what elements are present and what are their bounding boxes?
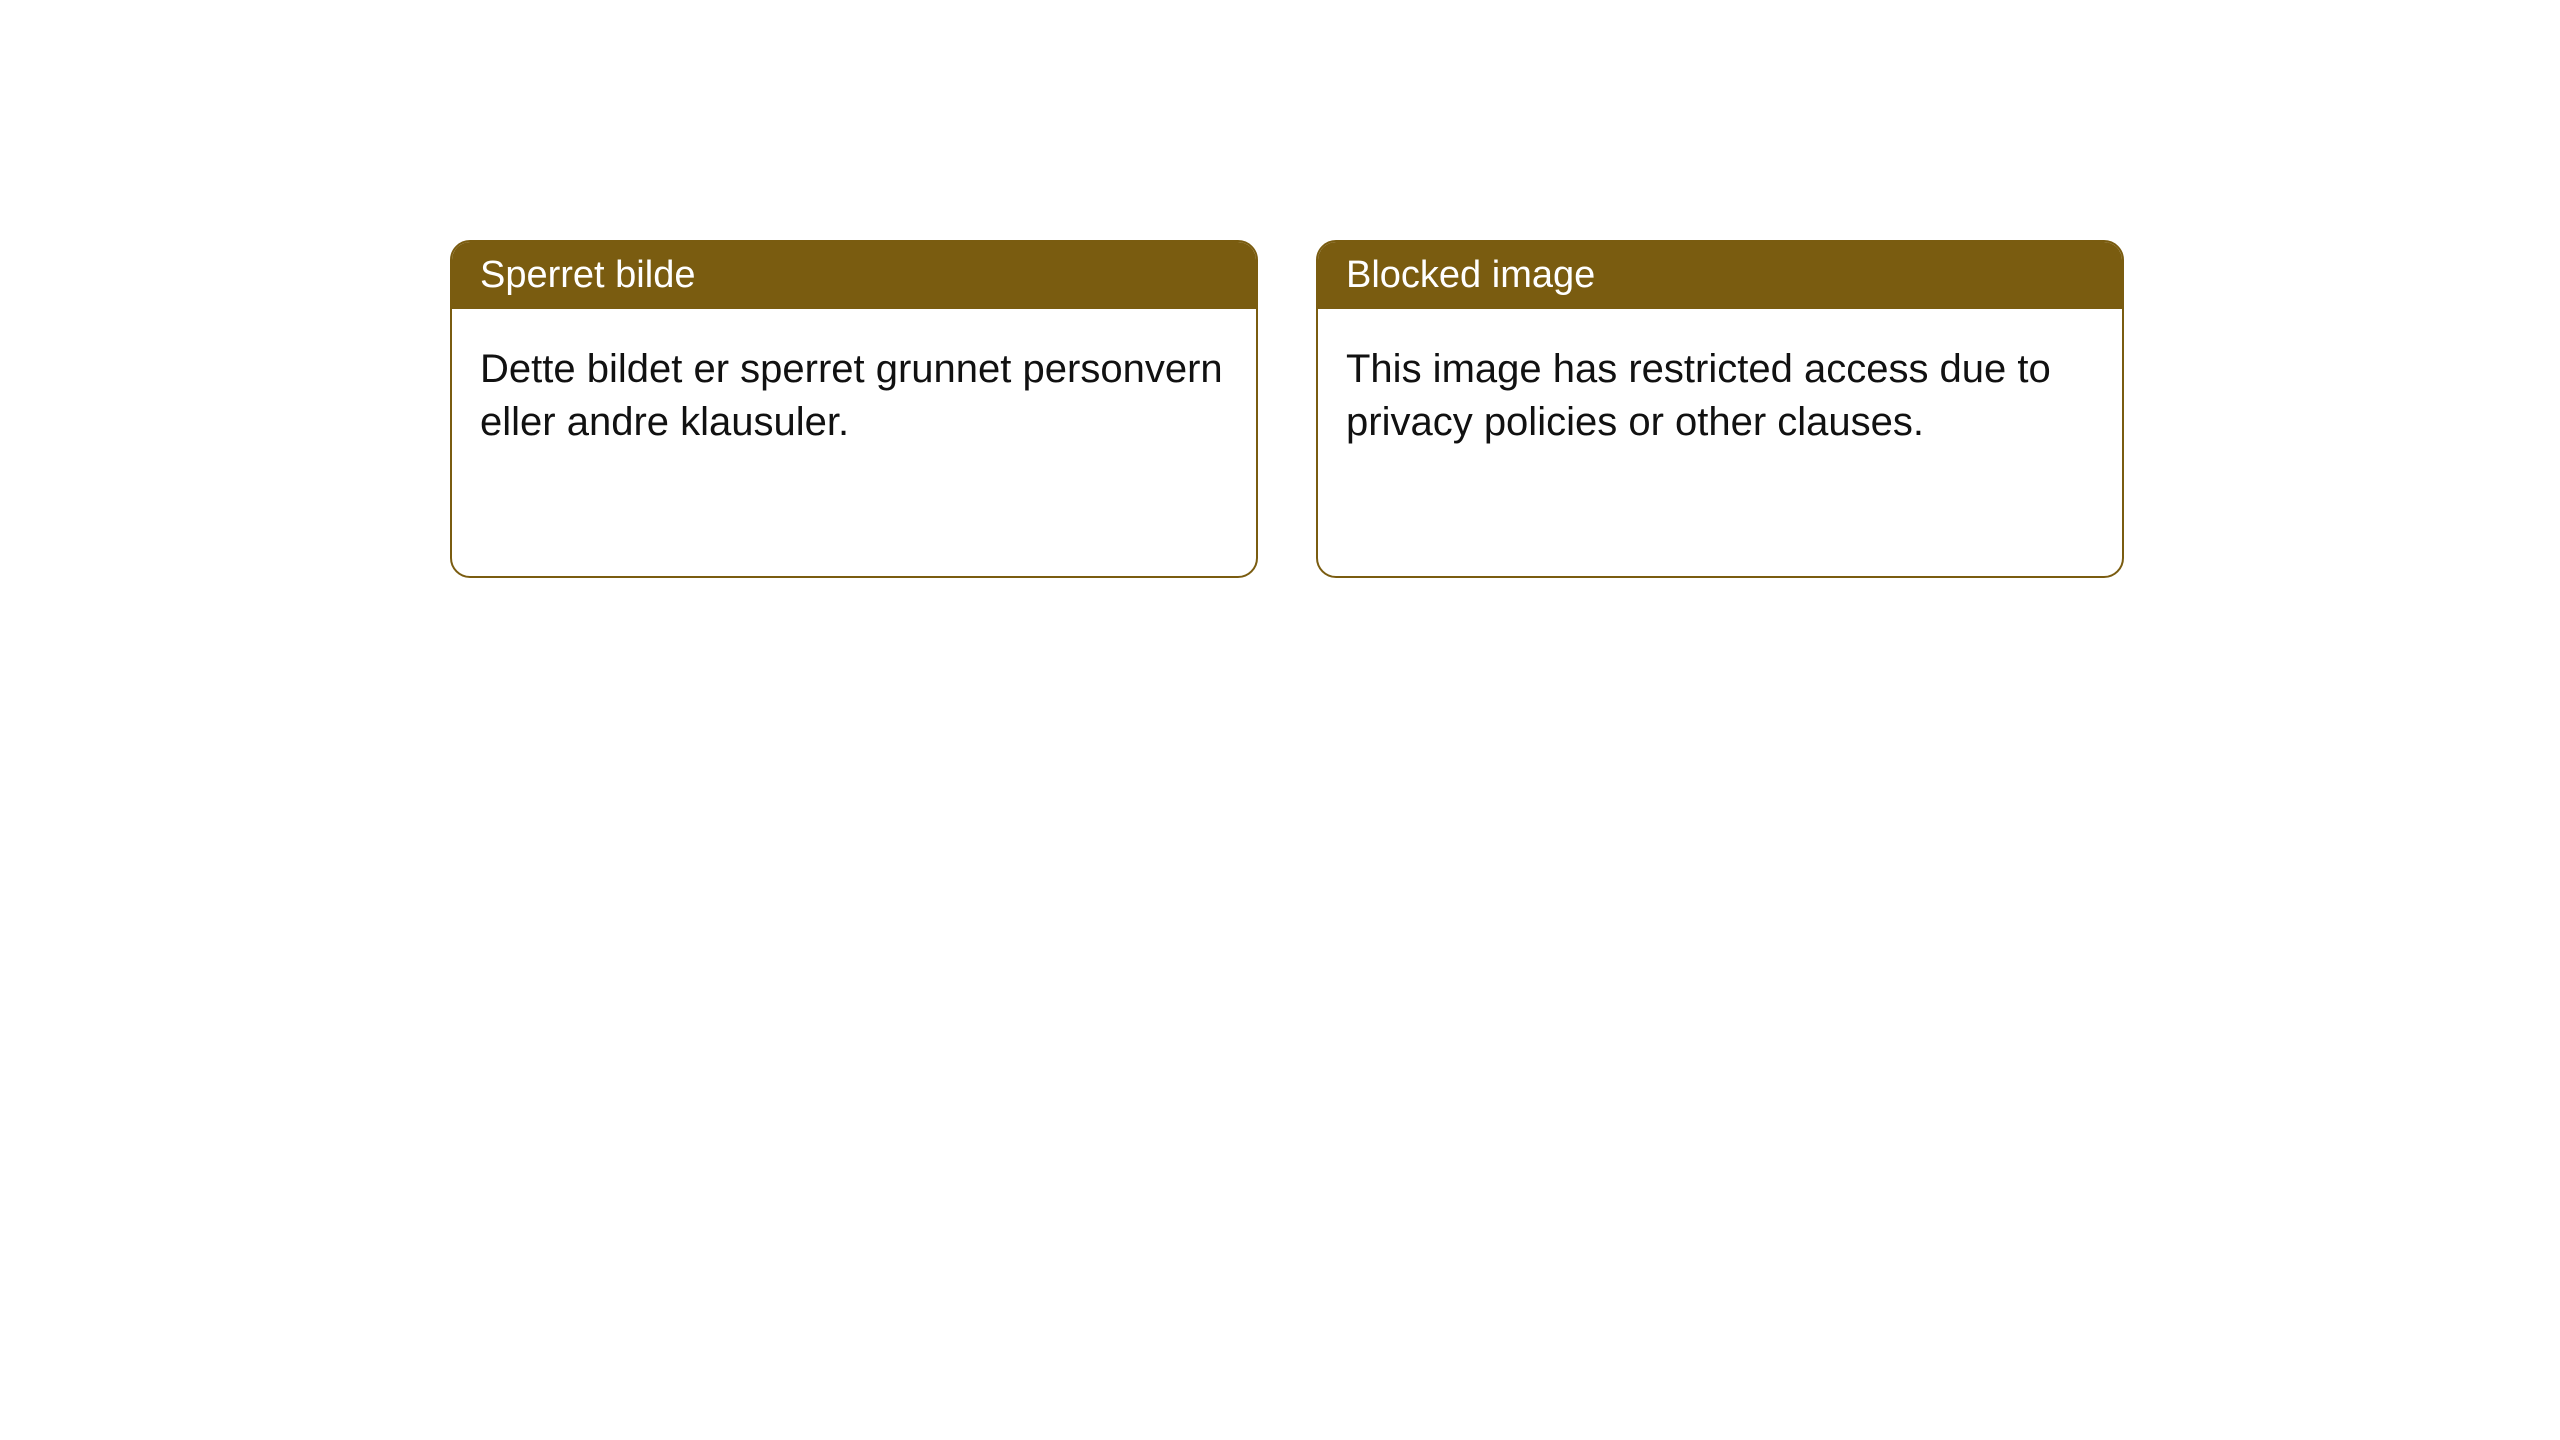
blocked-image-card-no: Sperret bilde Dette bildet er sperret gr… bbox=[450, 240, 1258, 578]
card-body-text: This image has restricted access due to … bbox=[1346, 347, 2051, 444]
card-body: Dette bildet er sperret grunnet personve… bbox=[452, 309, 1256, 483]
card-header: Blocked image bbox=[1318, 242, 2122, 309]
card-body-text: Dette bildet er sperret grunnet personve… bbox=[480, 347, 1223, 444]
card-header: Sperret bilde bbox=[452, 242, 1256, 309]
card-title: Sperret bilde bbox=[480, 254, 695, 296]
card-title: Blocked image bbox=[1346, 254, 1595, 296]
blocked-image-card-en: Blocked image This image has restricted … bbox=[1316, 240, 2124, 578]
card-body: This image has restricted access due to … bbox=[1318, 309, 2122, 483]
notice-card-container: Sperret bilde Dette bildet er sperret gr… bbox=[0, 0, 2560, 578]
